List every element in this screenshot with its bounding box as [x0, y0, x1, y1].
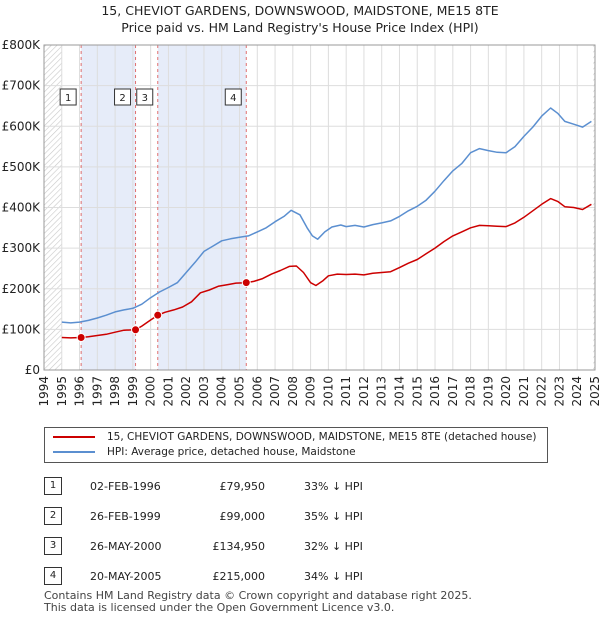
sale-point — [153, 310, 163, 320]
y-tick-label: £0 — [25, 363, 40, 377]
sale-hpi-diff: 35% ↓ HPI — [304, 510, 363, 523]
x-tick-label: 2016 — [428, 376, 442, 407]
legend-item-property: 15, CHEVIOT GARDENS, DOWNSWOOD, MAIDSTON… — [53, 431, 536, 443]
sale-hpi-diff: 34% ↓ HPI — [304, 570, 363, 583]
table-row: 1 02-FEB-1996 £79,950 33% ↓ HPI — [44, 477, 444, 497]
sale-label-number: 4 — [230, 93, 236, 104]
x-tick-label: 2001 — [161, 376, 175, 407]
legend-item-hpi: HPI: Average price, detached house, Maid… — [53, 446, 356, 458]
x-tick-label: 2005 — [233, 376, 247, 407]
x-tick-label: 2003 — [197, 376, 211, 407]
legend-swatch-hpi — [53, 451, 95, 453]
y-tick-label: £500K — [2, 160, 42, 174]
sale-label-box — [59, 88, 77, 106]
x-tick-label: 2000 — [144, 376, 158, 407]
x-tick-label: 2018 — [464, 376, 478, 407]
y-tick-label: £200K — [2, 282, 42, 296]
table-row: 2 26-FEB-1999 £99,000 35% ↓ HPI — [44, 507, 444, 527]
chart-title-line-1: 15, CHEVIOT GARDENS, DOWNSWOOD, MAIDSTON… — [101, 3, 499, 18]
sale-point — [76, 333, 86, 343]
x-tick-label: 2014 — [392, 376, 406, 407]
sale-badge: 4 — [44, 567, 62, 585]
legend-label-property: 15, CHEVIOT GARDENS, DOWNSWOOD, MAIDSTON… — [107, 431, 537, 443]
sale-badge: 2 — [44, 507, 62, 525]
chart-legend: 15, CHEVIOT GARDENS, DOWNSWOOD, MAIDSTON… — [44, 427, 548, 463]
sale-price: £134,950 — [212, 540, 266, 553]
sale-date: 26-FEB-1999 — [90, 510, 161, 523]
x-tick-label: 2013 — [375, 376, 389, 407]
sale-price: £215,000 — [212, 570, 266, 583]
plot-frame — [43, 44, 596, 371]
sale-badge: 1 — [44, 477, 62, 495]
x-tick-label: 2012 — [357, 376, 371, 407]
footer-licence: This data is licensed under the Open Gov… — [44, 601, 395, 614]
x-tick-label: 2020 — [499, 376, 513, 407]
x-tick-label: 2021 — [517, 376, 531, 407]
x-tick-label: 1994 — [37, 376, 51, 407]
x-tick-label: 1998 — [108, 376, 122, 407]
footer-copyright: Contains HM Land Registry data © Crown c… — [44, 589, 472, 602]
sale-label-box — [136, 88, 154, 106]
series-line-hpi — [61, 107, 592, 324]
price-chart: £0 £100K £200K £300K £400K £500K £600K £700K £80… — [2, 38, 600, 407]
sale-label-box — [224, 88, 242, 106]
chart-title-line-2: Price paid vs. HM Land Registry's House … — [121, 20, 479, 35]
sale-point — [241, 278, 251, 288]
x-tick-label: 2004 — [215, 376, 229, 407]
sale-label-box — [114, 88, 132, 106]
x-tick-label: 2023 — [552, 376, 566, 407]
x-tick-label: 1997 — [90, 376, 104, 407]
series-line-property — [61, 197, 592, 339]
sale-badge: 3 — [44, 537, 62, 555]
sale-price: £99,000 — [219, 510, 266, 523]
legend-swatch-property — [53, 436, 95, 438]
y-tick-label: £100K — [2, 322, 42, 336]
sale-price: £79,950 — [219, 480, 266, 493]
y-tick-label: £600K — [2, 119, 42, 133]
x-tick-label: 2008 — [286, 376, 300, 407]
footer: Contains HM Land Registry data © Crown c… — [44, 590, 472, 614]
sale-date: 26-MAY-2000 — [90, 540, 162, 553]
y-tick-label: £700K — [2, 79, 42, 93]
x-tick-label: 2002 — [179, 376, 193, 407]
x-tick-label: 2006 — [250, 376, 264, 407]
x-tick-label: 2019 — [481, 376, 495, 407]
sale-point — [131, 325, 141, 335]
x-tick-label: 2022 — [535, 376, 549, 407]
x-tick-label: 2024 — [570, 376, 584, 407]
sale-label-number: 2 — [119, 93, 125, 104]
table-row: 3 26-MAY-2000 £134,950 32% ↓ HPI — [44, 537, 444, 557]
y-tick-label: £300K — [2, 241, 42, 255]
sale-date: 02-FEB-1996 — [90, 480, 161, 493]
x-tick-label: 2009 — [304, 376, 318, 407]
x-tick-label: 2017 — [446, 376, 460, 407]
legend-label-hpi: HPI: Average price, detached house, Maid… — [107, 446, 356, 458]
x-tick-label: 2011 — [339, 376, 353, 407]
sale-label-number: 1 — [65, 93, 71, 104]
sale-hpi-diff: 32% ↓ HPI — [304, 540, 363, 553]
y-tick-label: £400K — [2, 201, 42, 215]
sale-hpi-diff: 33% ↓ HPI — [304, 480, 363, 493]
x-tick-label: 1996 — [73, 376, 87, 407]
x-tick-label: 1995 — [55, 376, 69, 407]
y-tick-label: £800K — [2, 38, 42, 52]
x-tick-label: 2010 — [321, 376, 335, 407]
table-row: 4 20-MAY-2005 £215,000 34% ↓ HPI — [44, 567, 444, 587]
x-tick-label: 2025 — [588, 376, 600, 407]
x-tick-label: 1999 — [126, 376, 140, 407]
x-tick-label: 2015 — [410, 376, 424, 407]
sale-date: 20-MAY-2005 — [90, 570, 162, 583]
x-tick-label: 2007 — [268, 376, 282, 407]
sale-label-number: 3 — [142, 93, 148, 104]
